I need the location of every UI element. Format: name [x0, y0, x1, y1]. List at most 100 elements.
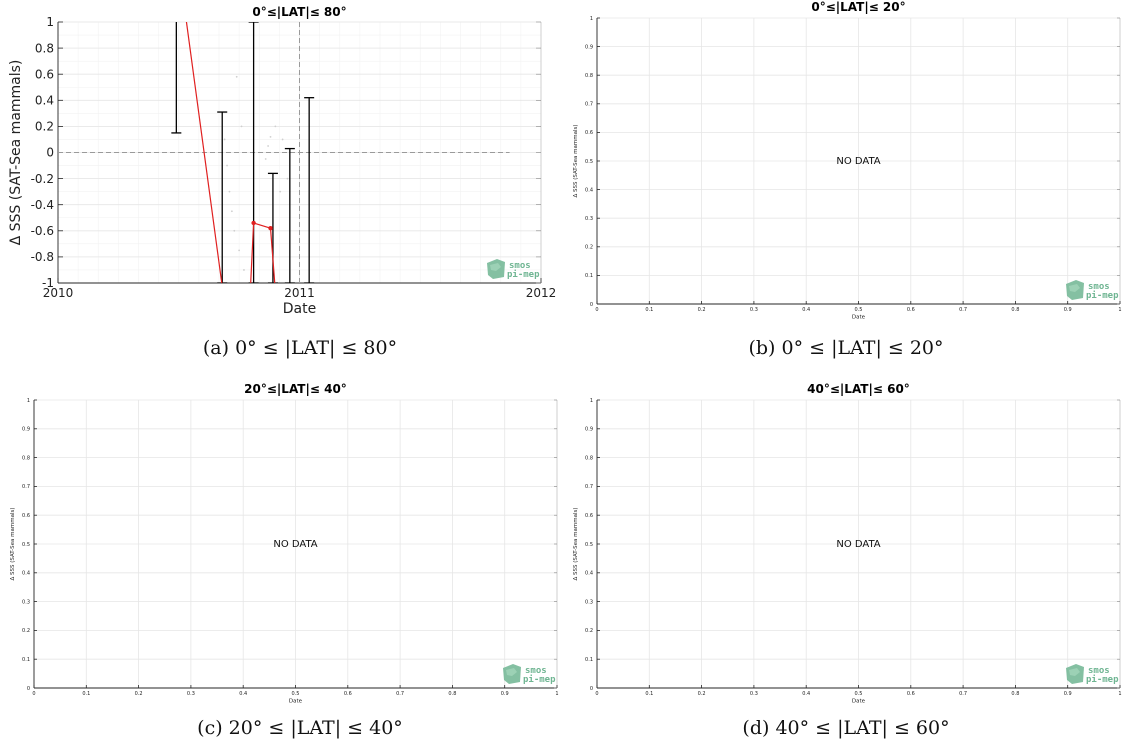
chart-title: 0°≤|LAT|≤ 20° [811, 0, 905, 14]
x-tick-label: 0 [32, 691, 35, 697]
y-tick-label: 0.4 [585, 571, 593, 577]
y-tick-label: 0.2 [35, 120, 54, 134]
x-tick-label: 0.6 [907, 307, 915, 313]
y-tick-label: -0.4 [31, 198, 54, 212]
x-tick-label: 0.1 [82, 691, 90, 697]
x-tick-label: 0.8 [448, 691, 456, 697]
y-tick-label: 0.3 [22, 599, 30, 605]
y-tick-label: 0.8 [35, 41, 54, 55]
x-tick-label: 2012 [526, 286, 557, 300]
logo-highlight [1069, 284, 1080, 292]
logo-text-pimep: pi-mep [1086, 674, 1119, 685]
caption-c: (c) 20° ≤ |LAT| ≤ 40° [197, 717, 403, 739]
faint-point [264, 158, 267, 160]
y-tick-label: 0.6 [22, 513, 30, 519]
y-tick-label: 0.8 [585, 73, 593, 79]
logo-text-pimep: pi-mep [1086, 290, 1119, 301]
logo-text-smos: smos [1088, 282, 1110, 292]
x-tick-label: 0.5 [292, 691, 300, 697]
y-tick-label: -0.8 [31, 250, 54, 264]
x-tick-label: 0.2 [698, 307, 706, 313]
y-axis-label: Δ SSS (SAT-Sea mammals) [573, 508, 579, 581]
y-tick-label: -0.6 [31, 224, 54, 238]
y-tick-label: 0.2 [585, 628, 593, 634]
chart-panel-a: 2010 2011 2012 -1 -0.8 -0.6 -0.4 -0.2 0 0.2 0.4 0.6… [8, 5, 557, 317]
series-line [250, 222, 276, 283]
y-tick-label: 0.7 [22, 484, 30, 490]
y-axis-label: Δ SSS (SAT-Sea mammals) [573, 125, 579, 198]
y-tick-label: 0.9 [585, 427, 593, 433]
x-axis-label: Date [852, 699, 866, 705]
chart-title: 20°≤|LAT|≤ 40° [244, 382, 347, 396]
x-tick-label: 0.4 [239, 691, 247, 697]
y-tick-label: 0 [590, 686, 593, 692]
faint-point [279, 190, 282, 193]
x-tick-label: 0.7 [396, 691, 404, 697]
no-data-label: NO DATA [836, 156, 880, 167]
y-tick-label: 0.3 [585, 216, 593, 222]
x-tick-label: 0.8 [1011, 691, 1019, 697]
chart-panel-b: 0 0.1 0.2 0.3 0.4 0.5 0.6 0.7 0.8 0.9 1 0 0.1 0.2 0.3 0… [573, 0, 1122, 321]
caption-d: (d) 40° ≤ |LAT| ≤ 60° [742, 717, 950, 739]
x-tick-label: 2010 [43, 286, 74, 300]
y-tick-label: 0.4 [35, 94, 54, 108]
series-line [185, 22, 223, 283]
series-point [251, 220, 256, 226]
faint-point [235, 75, 238, 78]
logo-text-pimep: pi-mep [523, 674, 556, 685]
logo-text-smos: smos [525, 666, 547, 676]
x-axis-label: Date [852, 315, 866, 321]
no-data-label: NO DATA [273, 539, 317, 550]
faint-point [223, 138, 226, 141]
logo-highlight [1069, 668, 1080, 676]
x-tick-label: 1 [1118, 691, 1121, 697]
series-point [268, 225, 273, 231]
faint-point [230, 210, 233, 213]
y-tick-label: 0.2 [585, 245, 593, 251]
faint-point [281, 138, 284, 141]
caption-b: (b) 0° ≤ |LAT| ≤ 20° [748, 337, 944, 359]
chart-panel-c: 0 0.1 0.2 0.3 0.4 0.5 0.6 0.7 0.8 0.9 1 0 0.1 0.2 0.3 0… [10, 382, 559, 705]
faint-point [228, 190, 231, 193]
y-axis-label: Δ SSS (SAT-Sea mammals) [10, 508, 16, 581]
y-tick-label: 0.5 [585, 159, 593, 165]
x-tick-label: 0.3 [750, 691, 758, 697]
faint-point [226, 164, 228, 167]
chart-panel-d: 0 0.1 0.2 0.3 0.4 0.5 0.6 0.7 0.8 0.9 1 0 0.1 0.2 0.3 0… [573, 382, 1122, 705]
x-tick-label: 0.1 [645, 691, 653, 697]
faint-point [267, 145, 270, 147]
x-tick-label: 0.7 [959, 691, 967, 697]
x-tick-label: 0.4 [802, 691, 810, 697]
y-tick-label: 0.6 [35, 67, 54, 81]
y-tick-label: 0.5 [585, 542, 593, 548]
y-tick-label: 0.5 [22, 542, 30, 548]
x-tick-label: 0.9 [1064, 307, 1072, 313]
y-tick-label: 1 [46, 15, 54, 29]
x-tick-label: 0.7 [959, 307, 967, 313]
y-tick-label: -0.2 [31, 172, 54, 186]
y-tick-label: 1 [590, 16, 593, 22]
y-tick-label: 0.9 [22, 427, 30, 433]
chart-title: 0°≤|LAT|≤ 80° [252, 5, 346, 19]
logo-highlight [490, 263, 501, 271]
x-tick-label: 0.4 [802, 307, 810, 313]
y-tick-label: 0 [590, 302, 593, 308]
faint-point [240, 125, 243, 128]
x-tick-label: 0.5 [855, 307, 863, 313]
y-tick-label: 0.8 [585, 455, 593, 461]
x-tick-label: 0.1 [645, 307, 653, 313]
chart-title: 40°≤|LAT|≤ 60° [807, 382, 910, 396]
x-axis-label: Date [289, 699, 303, 705]
y-tick-label: 0.7 [585, 102, 593, 108]
y-tick-label: 0 [27, 686, 30, 692]
x-tick-label: 0.9 [501, 691, 509, 697]
y-tick-label: 0.6 [585, 513, 593, 519]
y-tick-label: 0.1 [585, 657, 593, 663]
x-tick-label: 1 [1118, 307, 1121, 313]
x-tick-label: 0.9 [1064, 691, 1072, 697]
x-tick-label: 0.6 [344, 691, 352, 697]
y-tick-label: 0.1 [22, 657, 30, 663]
logo-text-pimep: pi-mep [507, 269, 540, 280]
plot-area [58, 22, 510, 283]
